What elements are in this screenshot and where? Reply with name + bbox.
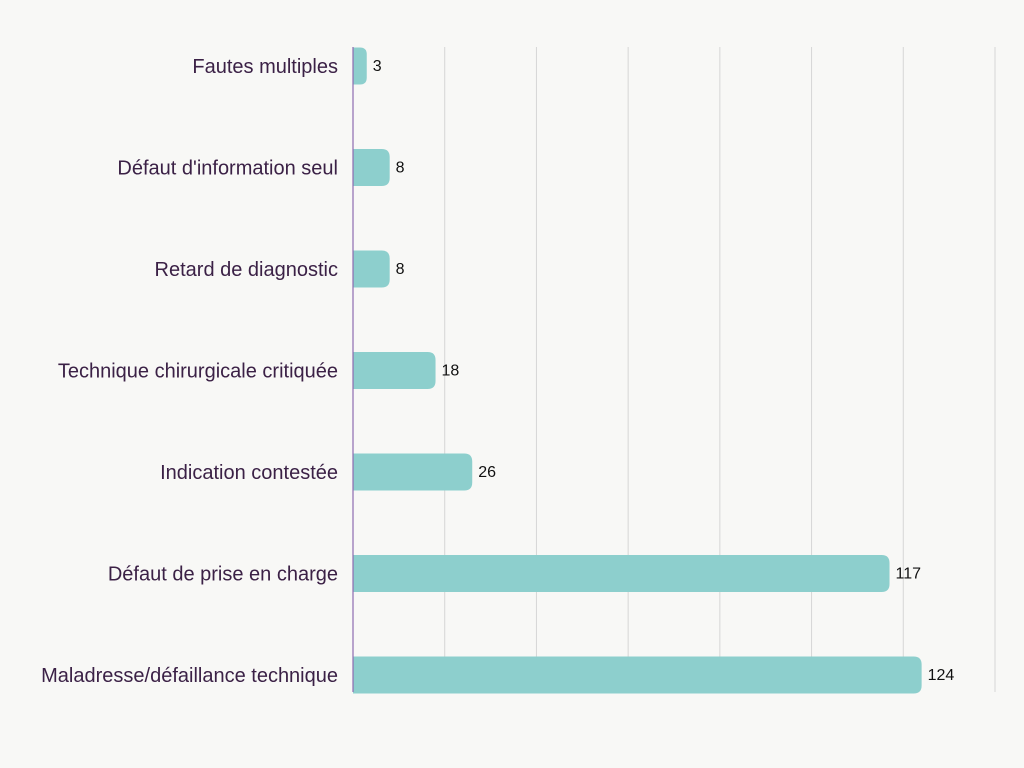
bar [353,656,922,694]
bar [353,352,436,389]
category-label: Technique chirurgicale critiquée [58,361,338,383]
value-label: 3 [373,58,382,75]
value-label: 8 [396,160,405,177]
category-label: Retard de diagnostic [155,259,338,281]
bar [353,250,390,288]
value-label: 18 [442,363,460,380]
bar [353,149,390,186]
bar [353,453,473,491]
value-label: 26 [478,464,496,481]
grid-lines [444,47,996,692]
value-label: 124 [928,667,955,684]
category-label: Défaut de prise en charge [108,564,338,586]
value-label: 8 [396,261,405,278]
category-label: Maladresse/défaillance technique [41,665,338,687]
category-label: Défaut d'information seul [117,158,338,180]
bars [353,47,922,694]
value-label: 117 [896,566,922,583]
bar [353,47,367,85]
value-labels: 3 8 8 18 26 117 124 [373,58,955,684]
category-labels: Fautes multiples Défaut d'information seu… [41,56,338,687]
category-label: Indication contestée [160,462,338,484]
category-label: Fautes multiples [192,56,338,78]
bar [353,555,890,592]
